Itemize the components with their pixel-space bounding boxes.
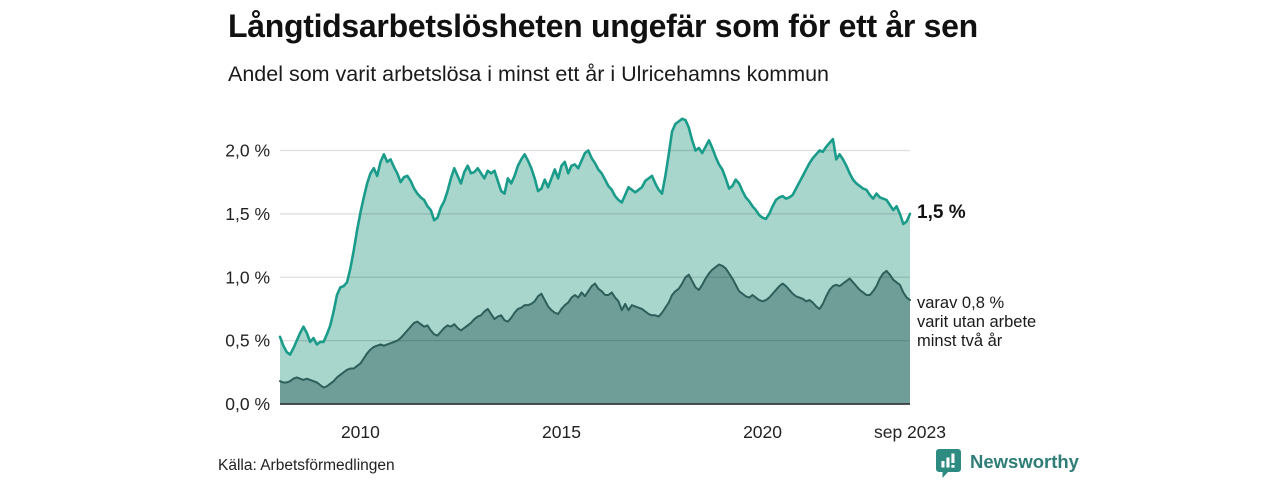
brand-name: Newsworthy	[970, 451, 1079, 472]
area-minst-tva-ar	[280, 264, 910, 404]
annotation-secondary-line1: varav 0,8 %	[917, 294, 1005, 312]
y-tick-label: 0,0 %	[225, 394, 270, 414]
page-subtitle: Andel som varit arbetslösa i minst ett å…	[228, 62, 830, 86]
x-tick-label: 2020	[743, 422, 782, 442]
x-tick-label: 2015	[542, 422, 581, 442]
annotation-secondary-line3: minst två år	[917, 332, 1003, 350]
x-tick-label: 2010	[341, 422, 380, 442]
page-title: Långtidsarbetslösheten ungefär som för e…	[228, 8, 978, 44]
y-tick-label: 1,5 %	[225, 204, 270, 224]
annotation-secondary-series: varav 0,8 % varit utan arbete minst två …	[917, 294, 1036, 351]
y-tick-label: 1,0 %	[225, 267, 270, 287]
x-tick-label: sep 2023	[874, 422, 946, 442]
line-minst-ett-ar	[278, 117, 912, 356]
line-minst-tva-ar	[279, 263, 911, 389]
bar-chart-speech-bubble-icon	[936, 449, 961, 478]
y-tick-label: 0,5 %	[225, 331, 270, 351]
y-tick-label: 2,0 %	[225, 141, 270, 161]
annotation-secondary-line2: varit utan arbete	[917, 313, 1037, 331]
annotation-latest-value: 1,5 %	[917, 202, 966, 223]
source-text: Källa: Arbetsförmedlingen	[218, 457, 395, 474]
newsworthy-logo: Newsworthy	[936, 448, 1079, 479]
